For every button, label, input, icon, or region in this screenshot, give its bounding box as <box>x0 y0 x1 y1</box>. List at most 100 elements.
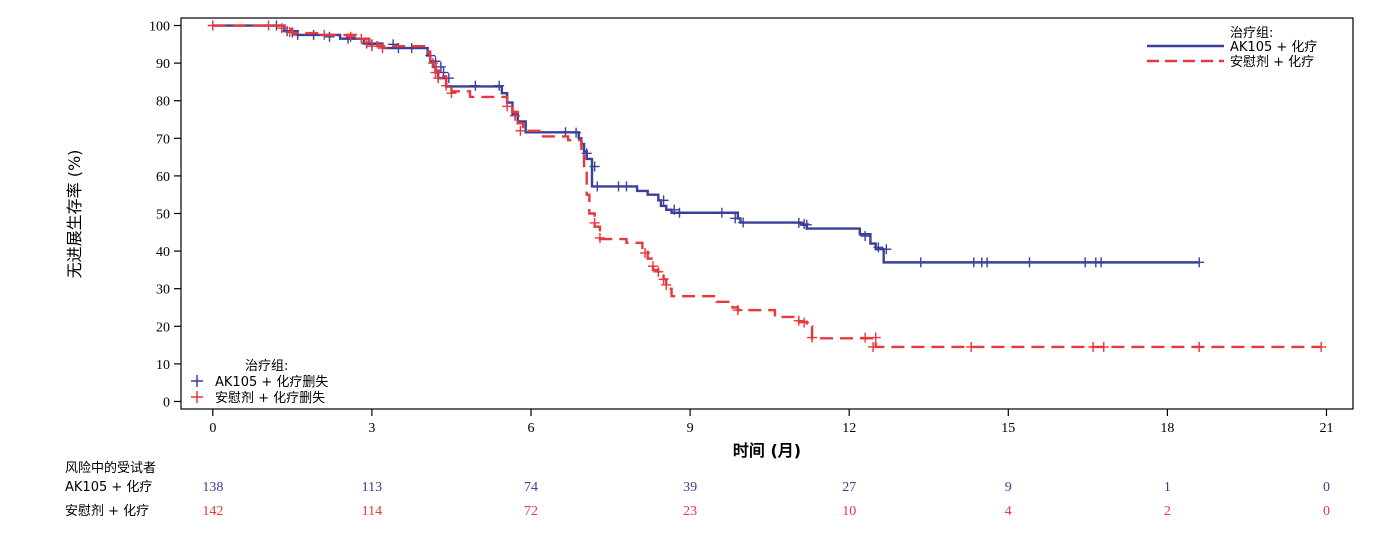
risk-value: 114 <box>362 504 382 519</box>
x-tick-label: 6 <box>528 421 535 436</box>
km-curve-placebo <box>212 24 1322 349</box>
y-tick-label: 80 <box>156 95 170 110</box>
censor-mark <box>860 231 871 242</box>
risk-value: 72 <box>524 504 538 519</box>
censor-mark <box>502 101 513 112</box>
x-axis: 0 3 6 9 12 15 18 21 <box>209 409 1333 436</box>
censor-mark <box>1194 257 1205 268</box>
censor-mark <box>1316 341 1327 352</box>
censor-legend-label-placebo: 安慰剂 + 化疗删失 <box>215 391 325 406</box>
censor-mark <box>361 37 372 48</box>
censor-mark <box>510 110 521 121</box>
censor-mark <box>366 41 377 52</box>
censor-mark <box>868 341 879 352</box>
censor-mark <box>860 332 871 343</box>
censor-mark <box>207 20 218 31</box>
risk-value: 1 <box>1164 480 1171 495</box>
censor-mark <box>319 29 330 40</box>
censor-mark <box>406 43 417 54</box>
y-tick-label: 20 <box>156 320 170 335</box>
y-tick-label: 0 <box>163 395 170 410</box>
y-tick-label: 50 <box>156 208 170 223</box>
censor-mark <box>292 29 303 40</box>
censor-mark <box>732 305 743 316</box>
x-tick-label: 3 <box>368 421 375 436</box>
censor-mark <box>441 80 452 91</box>
censor-mark <box>308 29 319 40</box>
y-tick-label: 30 <box>156 283 170 298</box>
censor-mark <box>966 341 977 352</box>
censor-mark <box>1096 257 1107 268</box>
censor-mark <box>427 58 438 69</box>
series-layer <box>207 20 1327 352</box>
legend-title: 治疗组: <box>1230 26 1273 41</box>
censor-mark <box>982 257 993 268</box>
y-axis: 0 10 20 30 40 50 60 70 80 90 100 <box>149 20 181 410</box>
censor-mark <box>284 26 295 37</box>
censor-mark <box>345 31 356 42</box>
censor-legend-marker-placebo <box>191 391 203 403</box>
censor-mark <box>658 274 669 285</box>
censor-mark <box>799 317 810 328</box>
risk-value: 0 <box>1323 480 1330 495</box>
x-tick-label: 21 <box>1319 421 1333 436</box>
censor-legend: 治疗组: AK105 + 化疗删失 安慰剂 + 化疗删失 <box>191 359 328 406</box>
x-tick-label: 9 <box>687 421 694 436</box>
censor-legend-marker-ak105 <box>191 375 203 387</box>
risk-value: 10 <box>842 504 856 519</box>
censor-mark <box>640 247 651 258</box>
censor-mark <box>801 219 812 230</box>
x-axis-title: 时间 (月) <box>733 441 801 460</box>
censor-mark <box>1098 341 1109 352</box>
censor-mark <box>793 217 804 228</box>
x-tick-label: 12 <box>842 421 856 436</box>
legend-label-placebo: 安慰剂 + 化疗 <box>1230 55 1314 70</box>
censor-mark <box>571 127 582 138</box>
censor-mark <box>581 148 592 159</box>
x-tick-label: 0 <box>209 421 216 436</box>
censor-mark <box>470 80 481 91</box>
censor-mark <box>433 73 444 84</box>
legend-lines: 治疗组: AK105 + 化疗 安慰剂 + 化疗 <box>1147 26 1317 70</box>
censor-mark <box>658 195 669 206</box>
censor-mark <box>716 207 727 218</box>
risk-value: 74 <box>524 480 538 495</box>
censor-mark <box>738 217 749 228</box>
risk-value: 27 <box>842 480 856 495</box>
censor-mark <box>435 61 446 72</box>
censor-mark <box>393 43 404 54</box>
risk-value: 138 <box>202 480 223 495</box>
censor-mark <box>669 204 680 215</box>
censor-mark <box>1080 257 1091 268</box>
censor-mark <box>1088 341 1099 352</box>
censor-legend-label-ak105: AK105 + 化疗删失 <box>215 375 328 390</box>
censor-mark <box>647 261 658 272</box>
censor-mark <box>1024 257 1035 268</box>
y-tick-label: 60 <box>156 170 170 185</box>
censor-mark <box>807 332 818 343</box>
y-axis-title: 无进展生存率 (%) <box>65 150 84 279</box>
risk-value: 0 <box>1323 504 1330 519</box>
risk-row-label-ak105: AK105 + 化疗 <box>65 480 152 495</box>
x-tick-label: 15 <box>1001 421 1015 436</box>
y-tick-label: 10 <box>156 358 170 373</box>
y-tick-label: 70 <box>156 132 170 147</box>
plot-area-frame <box>180 17 1354 410</box>
risk-value: 4 <box>1005 504 1012 519</box>
censor-mark <box>621 181 632 192</box>
risk-table: 风险中的受试者 AK105 + 化疗 安慰剂 + 化疗 138 113 74 39 27… <box>65 460 1330 519</box>
censor-mark <box>430 67 441 78</box>
censor-mark <box>915 257 926 268</box>
censor-mark <box>793 315 804 326</box>
censor-mark <box>589 161 600 172</box>
censor-mark <box>674 207 685 218</box>
censor-mark <box>1194 341 1205 352</box>
censor-mark <box>730 213 741 224</box>
risk-value: 142 <box>202 504 223 519</box>
censor-mark <box>592 181 603 192</box>
risk-value: 39 <box>683 480 697 495</box>
censor-mark <box>870 332 881 343</box>
censor-mark <box>661 279 672 290</box>
